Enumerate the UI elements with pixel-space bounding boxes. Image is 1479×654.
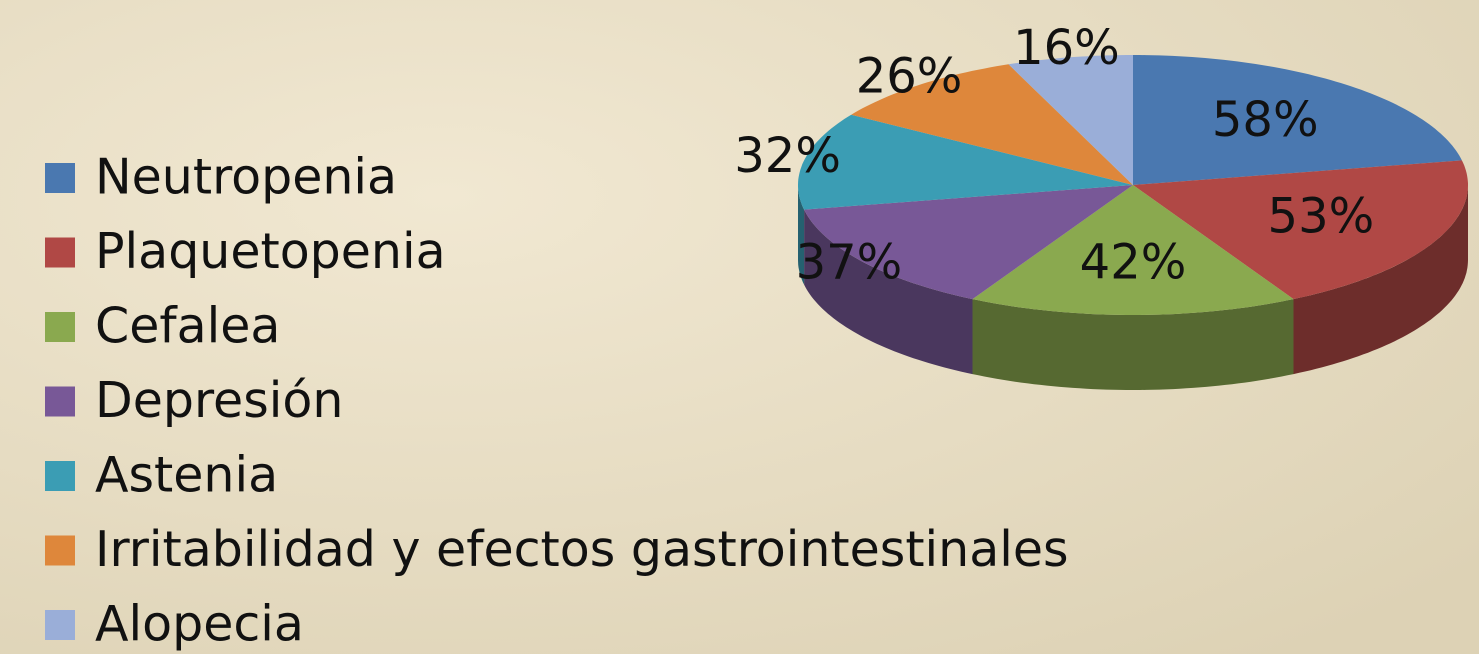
legend-label: Cefalea (95, 298, 280, 355)
legend-swatch (45, 535, 75, 566)
data-label: 42% (1080, 235, 1187, 291)
legend-swatch (45, 386, 75, 417)
slice (851, 64, 1133, 185)
legend-swatch (45, 461, 75, 491)
legend-swatch (45, 610, 75, 640)
data-label: 53% (1268, 188, 1375, 244)
slice-side (972, 299, 1294, 390)
slice-side (1293, 185, 1468, 375)
data-label: 58% (1212, 92, 1319, 148)
data-label: 16% (1013, 20, 1120, 76)
legend-swatch (45, 163, 75, 193)
slice (1133, 55, 1462, 185)
legend-swatch (45, 237, 75, 268)
slice (804, 185, 1133, 300)
legend-label: Neutropenia (95, 149, 397, 206)
data-label: 26% (856, 49, 963, 105)
slice (798, 114, 1133, 210)
slice (1133, 160, 1468, 300)
slice (1008, 55, 1133, 185)
legend-label: Depresión (95, 372, 343, 429)
legend-label: Alopecia (95, 596, 304, 653)
legend-label: Plaquetopenia (95, 223, 446, 280)
slice-side (798, 185, 805, 285)
legend-label: Irritabilidad y efectos gastrointestinal… (95, 521, 1069, 578)
legend-label: Astenia (95, 447, 278, 504)
slice-side (804, 209, 973, 375)
legend-swatch (45, 312, 75, 342)
data-label: 37% (796, 234, 903, 290)
data-label: 32% (734, 128, 841, 184)
slice (972, 185, 1294, 315)
